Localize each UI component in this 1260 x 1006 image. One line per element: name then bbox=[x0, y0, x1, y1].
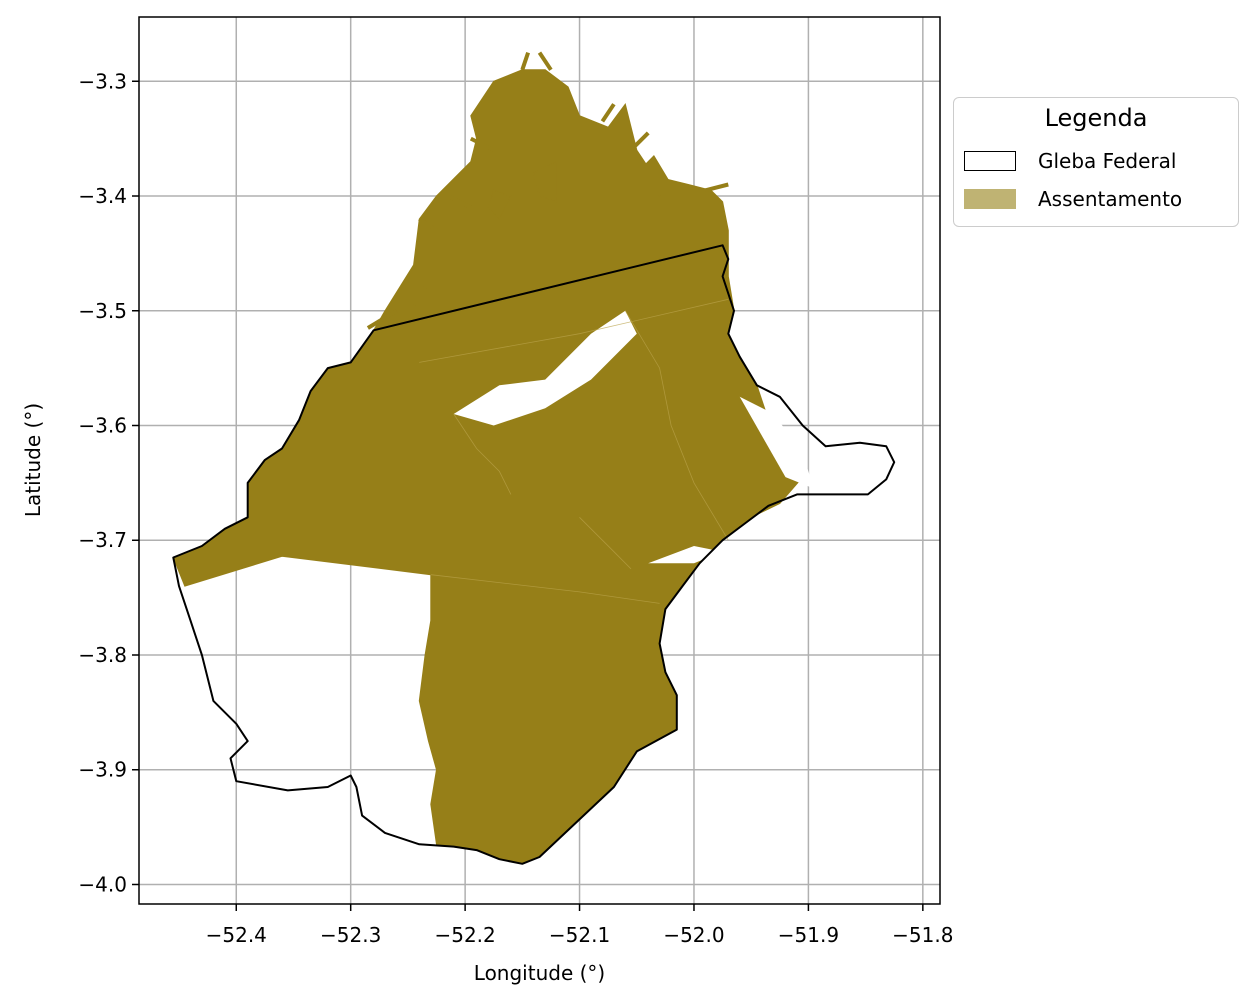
x-tick-label: −52.2 bbox=[434, 923, 495, 947]
x-tick-label: −52.1 bbox=[549, 923, 610, 947]
y-tick-label: −4.0 bbox=[78, 872, 127, 896]
x-tick-label: −51.8 bbox=[892, 923, 953, 947]
legend-swatch-gleba-federal bbox=[964, 151, 1016, 171]
x-tick-label: −52.0 bbox=[663, 923, 724, 947]
assentamento-spike bbox=[540, 53, 551, 70]
y-axis-title: Latitude (°) bbox=[21, 403, 45, 517]
legend-item-gleba-federal: Gleba Federal bbox=[964, 148, 1176, 174]
y-tick-label: −3.8 bbox=[78, 643, 127, 667]
map-layers bbox=[173, 53, 894, 864]
assentamento-spike bbox=[602, 104, 614, 121]
legend-box: Legenda Gleba Federal Assentamento bbox=[953, 97, 1239, 227]
assentamento-spike bbox=[522, 53, 528, 70]
y-tick-label: −3.9 bbox=[78, 758, 127, 782]
legend-label-assentamento: Assentamento bbox=[1038, 187, 1182, 211]
legend-label-gleba-federal: Gleba Federal bbox=[1038, 149, 1176, 173]
y-tick-label: −3.7 bbox=[78, 528, 127, 552]
y-tick-label: −3.5 bbox=[78, 299, 127, 323]
y-tick-label: −3.6 bbox=[78, 414, 127, 438]
y-tick-label: −3.3 bbox=[78, 69, 127, 93]
legend-item-assentamento: Assentamento bbox=[964, 186, 1182, 212]
legend-swatch-assentamento bbox=[964, 189, 1016, 209]
y-tick-label: −3.4 bbox=[78, 184, 127, 208]
x-tick-label: −52.4 bbox=[206, 923, 267, 947]
assentamento-spike bbox=[705, 185, 728, 191]
x-axis-title: Longitude (°) bbox=[474, 961, 605, 985]
x-tick-label: −52.3 bbox=[320, 923, 381, 947]
x-tick-label: −51.9 bbox=[778, 923, 839, 947]
legend-title: Legenda bbox=[954, 104, 1238, 132]
